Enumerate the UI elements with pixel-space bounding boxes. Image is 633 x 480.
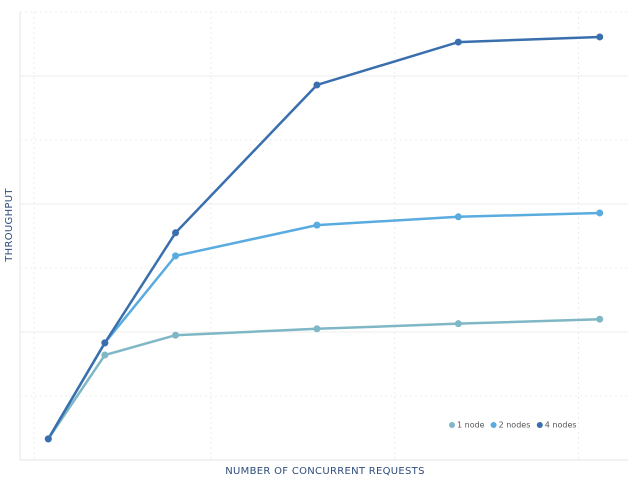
data-point	[596, 315, 604, 323]
data-point	[313, 221, 321, 229]
data-point	[44, 435, 52, 443]
data-point	[596, 33, 604, 41]
data-point	[101, 339, 109, 347]
series-line	[47, 317, 600, 440]
legend-marker	[449, 422, 455, 428]
data-point	[596, 209, 604, 217]
data-point	[172, 331, 180, 339]
data-point	[313, 81, 321, 89]
legend-text: 4 nodes	[545, 421, 577, 430]
data-point	[454, 213, 462, 221]
series-line	[47, 211, 600, 440]
legend-marker	[536, 422, 543, 428]
data-point	[172, 252, 180, 260]
data-point	[454, 38, 462, 46]
legend-text: 2 nodes	[499, 421, 531, 430]
data-point	[101, 351, 109, 359]
series-line	[47, 35, 600, 440]
legend-marker	[490, 422, 497, 428]
data-point	[454, 320, 462, 328]
data-point	[313, 325, 321, 333]
y-axis-label: THROUGHPUT	[4, 188, 15, 263]
x-axis-label: NUMBER OF CONCURRENT REQUESTS	[225, 466, 424, 477]
legend-text: 1 node	[457, 421, 485, 430]
data-point	[172, 229, 180, 237]
